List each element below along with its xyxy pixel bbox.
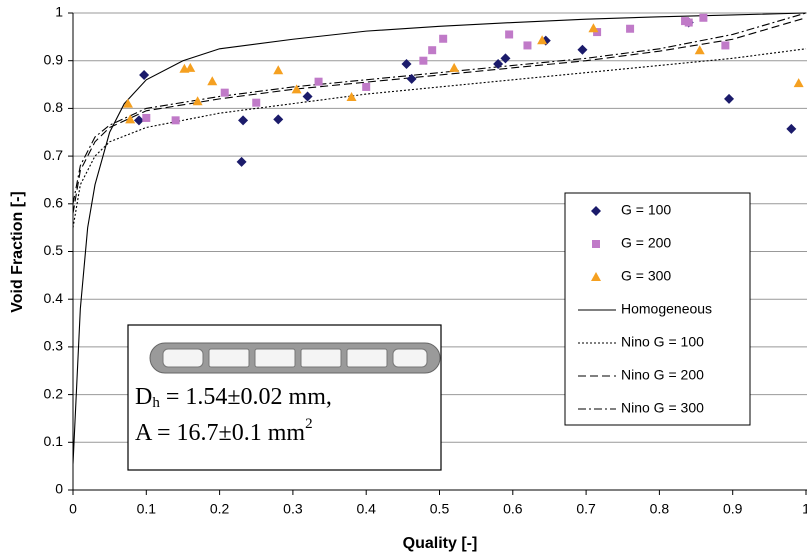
point xyxy=(273,114,284,125)
x-tick-label: 0 xyxy=(69,501,77,517)
point xyxy=(419,56,428,65)
point xyxy=(142,113,151,122)
x-tick-label: 0.7 xyxy=(576,501,596,517)
legend-label: Nino G = 300 xyxy=(621,400,704,416)
point xyxy=(694,45,705,55)
x-tick-label: 0.2 xyxy=(210,501,230,517)
x-tick-label: 0.6 xyxy=(503,501,523,517)
point xyxy=(252,98,261,107)
legend-label: Homogeneous xyxy=(621,301,712,317)
point xyxy=(505,30,514,39)
point xyxy=(493,59,504,70)
line xyxy=(73,12,807,204)
x-tick-label: 0.1 xyxy=(137,501,157,517)
x-tick-label: 0.3 xyxy=(283,501,303,517)
point xyxy=(406,73,417,84)
point xyxy=(220,88,229,97)
point xyxy=(626,24,635,33)
y-tick-label: 0.6 xyxy=(44,195,64,211)
y-tick-label: 0.3 xyxy=(44,338,64,354)
point xyxy=(362,82,371,91)
point xyxy=(577,44,588,55)
point xyxy=(500,53,511,64)
point xyxy=(449,62,460,72)
y-tick-label: 0.7 xyxy=(44,147,64,163)
point xyxy=(207,76,218,86)
legend-label: G = 200 xyxy=(621,235,671,251)
legend-label: Nino G = 100 xyxy=(621,334,704,350)
point xyxy=(192,96,203,106)
legend-label: G = 300 xyxy=(621,268,671,284)
y-tick-label: 0.1 xyxy=(44,433,64,449)
inset: Dh = 1.54±0.02 mm, A = 16.7±0.1 mm2 xyxy=(127,324,442,471)
point xyxy=(786,123,797,134)
legend: G = 100 G = 200 G = 300 Homogeneous Nino G =… xyxy=(564,192,751,426)
point xyxy=(302,91,313,102)
legend-swatch xyxy=(592,240,600,248)
point xyxy=(537,35,548,45)
y-tick-label: 0.9 xyxy=(44,51,64,67)
point xyxy=(122,98,133,108)
y-tick-label: 0.2 xyxy=(44,385,64,401)
point xyxy=(588,23,599,33)
y-axis-title: Void Fraction [-] xyxy=(9,191,26,312)
point xyxy=(273,65,284,75)
point xyxy=(721,41,730,50)
point xyxy=(314,77,323,86)
annotation: A = 16.7±0.1 mm2 xyxy=(135,416,313,445)
point xyxy=(793,78,804,88)
point xyxy=(401,59,412,70)
y-tick-label: 0.5 xyxy=(44,242,64,258)
legend-label: Nino G = 200 xyxy=(621,367,704,383)
annotation: Dh = 1.54±0.02 mm, xyxy=(135,384,332,412)
point xyxy=(185,62,196,72)
legend-swatch xyxy=(591,272,601,281)
point xyxy=(139,70,150,81)
y-tick-label: 0 xyxy=(55,481,63,497)
point xyxy=(724,93,735,104)
y-tick-label: 1 xyxy=(55,4,63,20)
point xyxy=(291,84,302,94)
y-tick-label: 0.8 xyxy=(44,99,64,115)
line xyxy=(73,12,807,464)
point xyxy=(125,114,136,124)
point xyxy=(699,13,708,22)
point xyxy=(236,156,247,167)
point xyxy=(428,46,437,55)
legend-label: G = 100 xyxy=(621,202,671,218)
point xyxy=(684,18,693,27)
x-tick-label: 0.8 xyxy=(650,501,670,517)
point xyxy=(439,34,448,43)
legend-swatch xyxy=(591,206,601,216)
x-tick-label: 0.9 xyxy=(723,501,743,517)
point xyxy=(238,115,249,126)
line xyxy=(73,17,807,214)
x-tick-label: 1 xyxy=(802,501,807,517)
point xyxy=(346,91,357,101)
point xyxy=(133,115,144,126)
y-tick-label: 0.4 xyxy=(44,290,64,306)
point xyxy=(523,41,532,50)
line xyxy=(73,48,807,228)
x-tick-label: 0.5 xyxy=(430,501,450,517)
x-tick-label: 0.4 xyxy=(356,501,376,517)
point xyxy=(171,116,180,125)
x-axis-title: Quality [-] xyxy=(403,535,478,552)
